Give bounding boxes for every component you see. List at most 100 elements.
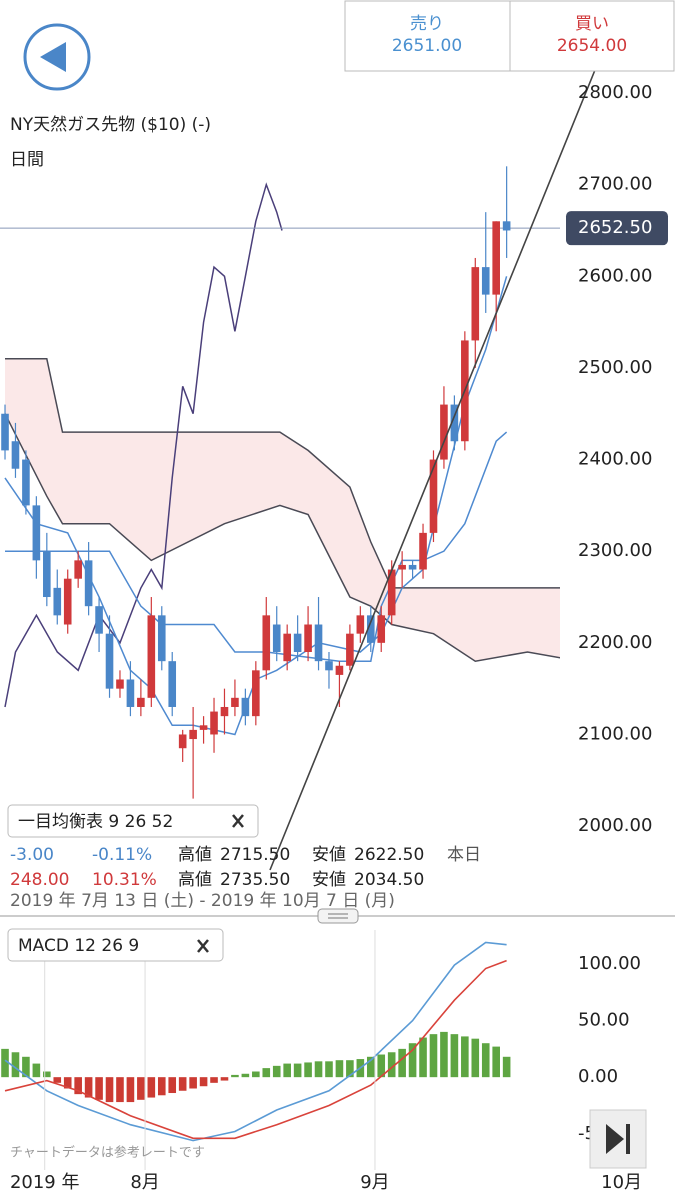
candle-body xyxy=(11,441,20,469)
buy-price: 2654.00 xyxy=(557,36,627,56)
high-label: 高値 xyxy=(178,870,212,890)
x-tick-label: 10月 xyxy=(601,1172,642,1193)
histogram-bar xyxy=(471,1038,480,1078)
disclaimer: チャートデータは参考レートです xyxy=(10,1145,205,1161)
histogram-bar xyxy=(126,1077,135,1103)
close-icon xyxy=(232,814,244,828)
candle-body xyxy=(450,404,459,442)
histogram-bar xyxy=(283,1063,291,1078)
histogram-bar xyxy=(1,1048,9,1078)
histogram-bar xyxy=(53,1077,62,1083)
histogram-bar xyxy=(116,1077,124,1103)
high-label: 高値 xyxy=(178,845,212,865)
candle-body xyxy=(147,615,156,698)
macd-line xyxy=(4,941,507,1142)
histogram-bar xyxy=(481,1043,490,1078)
candle-body xyxy=(168,661,177,707)
histogram-bar xyxy=(11,1052,20,1078)
x-tick-label: 9月 xyxy=(360,1172,389,1193)
low: 2034.50 xyxy=(354,870,424,890)
y-tick-label: 100.00 xyxy=(578,953,641,974)
histogram-bar xyxy=(387,1052,396,1078)
histogram-bar xyxy=(210,1077,218,1083)
candle-body xyxy=(335,665,344,675)
y-tick-label: 50.00 xyxy=(578,1010,630,1031)
x-tick-label: 8月 xyxy=(130,1172,159,1193)
candle-body xyxy=(366,615,375,643)
x-tick-label: 2019 年 xyxy=(10,1172,80,1193)
histogram-bar xyxy=(419,1037,427,1078)
histogram-bar xyxy=(366,1056,375,1078)
resize-handle[interactable] xyxy=(317,908,359,924)
histogram-bar xyxy=(262,1068,271,1078)
cloud-line xyxy=(5,358,560,589)
candle-body xyxy=(325,661,333,671)
histogram-bar xyxy=(147,1077,156,1098)
buy-button[interactable]: 買い 2654.00 xyxy=(557,14,627,56)
y-tick-label: 2200.00 xyxy=(578,632,652,653)
candle-body xyxy=(1,413,9,451)
histogram-bar xyxy=(95,1077,103,1100)
candle-body xyxy=(126,679,135,707)
candle-body xyxy=(116,679,124,689)
candle-body xyxy=(105,633,114,689)
histogram-bar xyxy=(272,1065,281,1078)
histogram-bar xyxy=(314,1061,323,1078)
histogram-bar xyxy=(157,1077,166,1096)
histogram-bar xyxy=(137,1077,145,1100)
macd-plot xyxy=(1,930,511,1170)
high: 2715.50 xyxy=(220,845,290,865)
candle-body xyxy=(157,615,166,662)
histogram-bar xyxy=(22,1056,30,1078)
candle-body xyxy=(137,697,145,707)
macd-pill[interactable]: MACD 12 26 9 xyxy=(7,928,224,962)
histogram-bar xyxy=(492,1046,500,1078)
interval: 日間 xyxy=(10,150,44,170)
candle-body xyxy=(419,532,427,570)
play-button[interactable] xyxy=(589,1109,647,1169)
histogram-bar xyxy=(32,1063,41,1078)
candle-body xyxy=(220,706,229,717)
histogram-bar xyxy=(450,1034,459,1078)
candle-body xyxy=(293,633,302,653)
indicator-line xyxy=(4,182,283,708)
candle-body xyxy=(272,624,281,653)
histogram-bar xyxy=(252,1071,260,1078)
candle-body xyxy=(408,564,417,570)
histogram-bar xyxy=(377,1054,386,1078)
histogram-bar xyxy=(335,1060,344,1078)
candle-body xyxy=(314,624,323,662)
candle-body xyxy=(252,670,260,717)
high: 2735.50 xyxy=(220,870,290,890)
change: -3.00 xyxy=(10,845,54,865)
histogram-bar xyxy=(429,1034,438,1078)
candle-body xyxy=(53,587,62,616)
candle-body xyxy=(304,624,312,653)
candle-body xyxy=(32,505,41,561)
sell-button[interactable]: 売り 2651.00 xyxy=(392,14,462,56)
candle-body xyxy=(262,615,271,671)
candle-body xyxy=(481,267,490,295)
candle-body xyxy=(377,615,386,643)
indicator-pill[interactable]: 一目均衡表 9 26 52 xyxy=(7,804,259,838)
histogram-bar xyxy=(168,1077,177,1094)
candle-body xyxy=(492,221,500,295)
change: 248.00 xyxy=(10,870,69,890)
candle-body xyxy=(210,711,218,735)
candle-body xyxy=(74,560,82,579)
y-tick-label: 2600.00 xyxy=(578,265,652,286)
back-button[interactable] xyxy=(23,23,91,91)
y-tick-label: 2100.00 xyxy=(578,723,652,744)
histogram-bar xyxy=(74,1077,82,1095)
y-tick-label: 2700.00 xyxy=(578,174,652,195)
candle-body xyxy=(283,633,291,662)
histogram-bar xyxy=(199,1077,208,1087)
candle-body xyxy=(429,459,438,533)
histogram-bar xyxy=(231,1074,239,1078)
candle-body xyxy=(95,606,103,634)
histogram-bar xyxy=(346,1060,354,1078)
candle-body xyxy=(63,578,72,625)
low-label: 安値 xyxy=(312,845,346,865)
y-tick-label: 2400.00 xyxy=(578,449,652,470)
macd-label: MACD 12 26 9 xyxy=(18,936,139,956)
